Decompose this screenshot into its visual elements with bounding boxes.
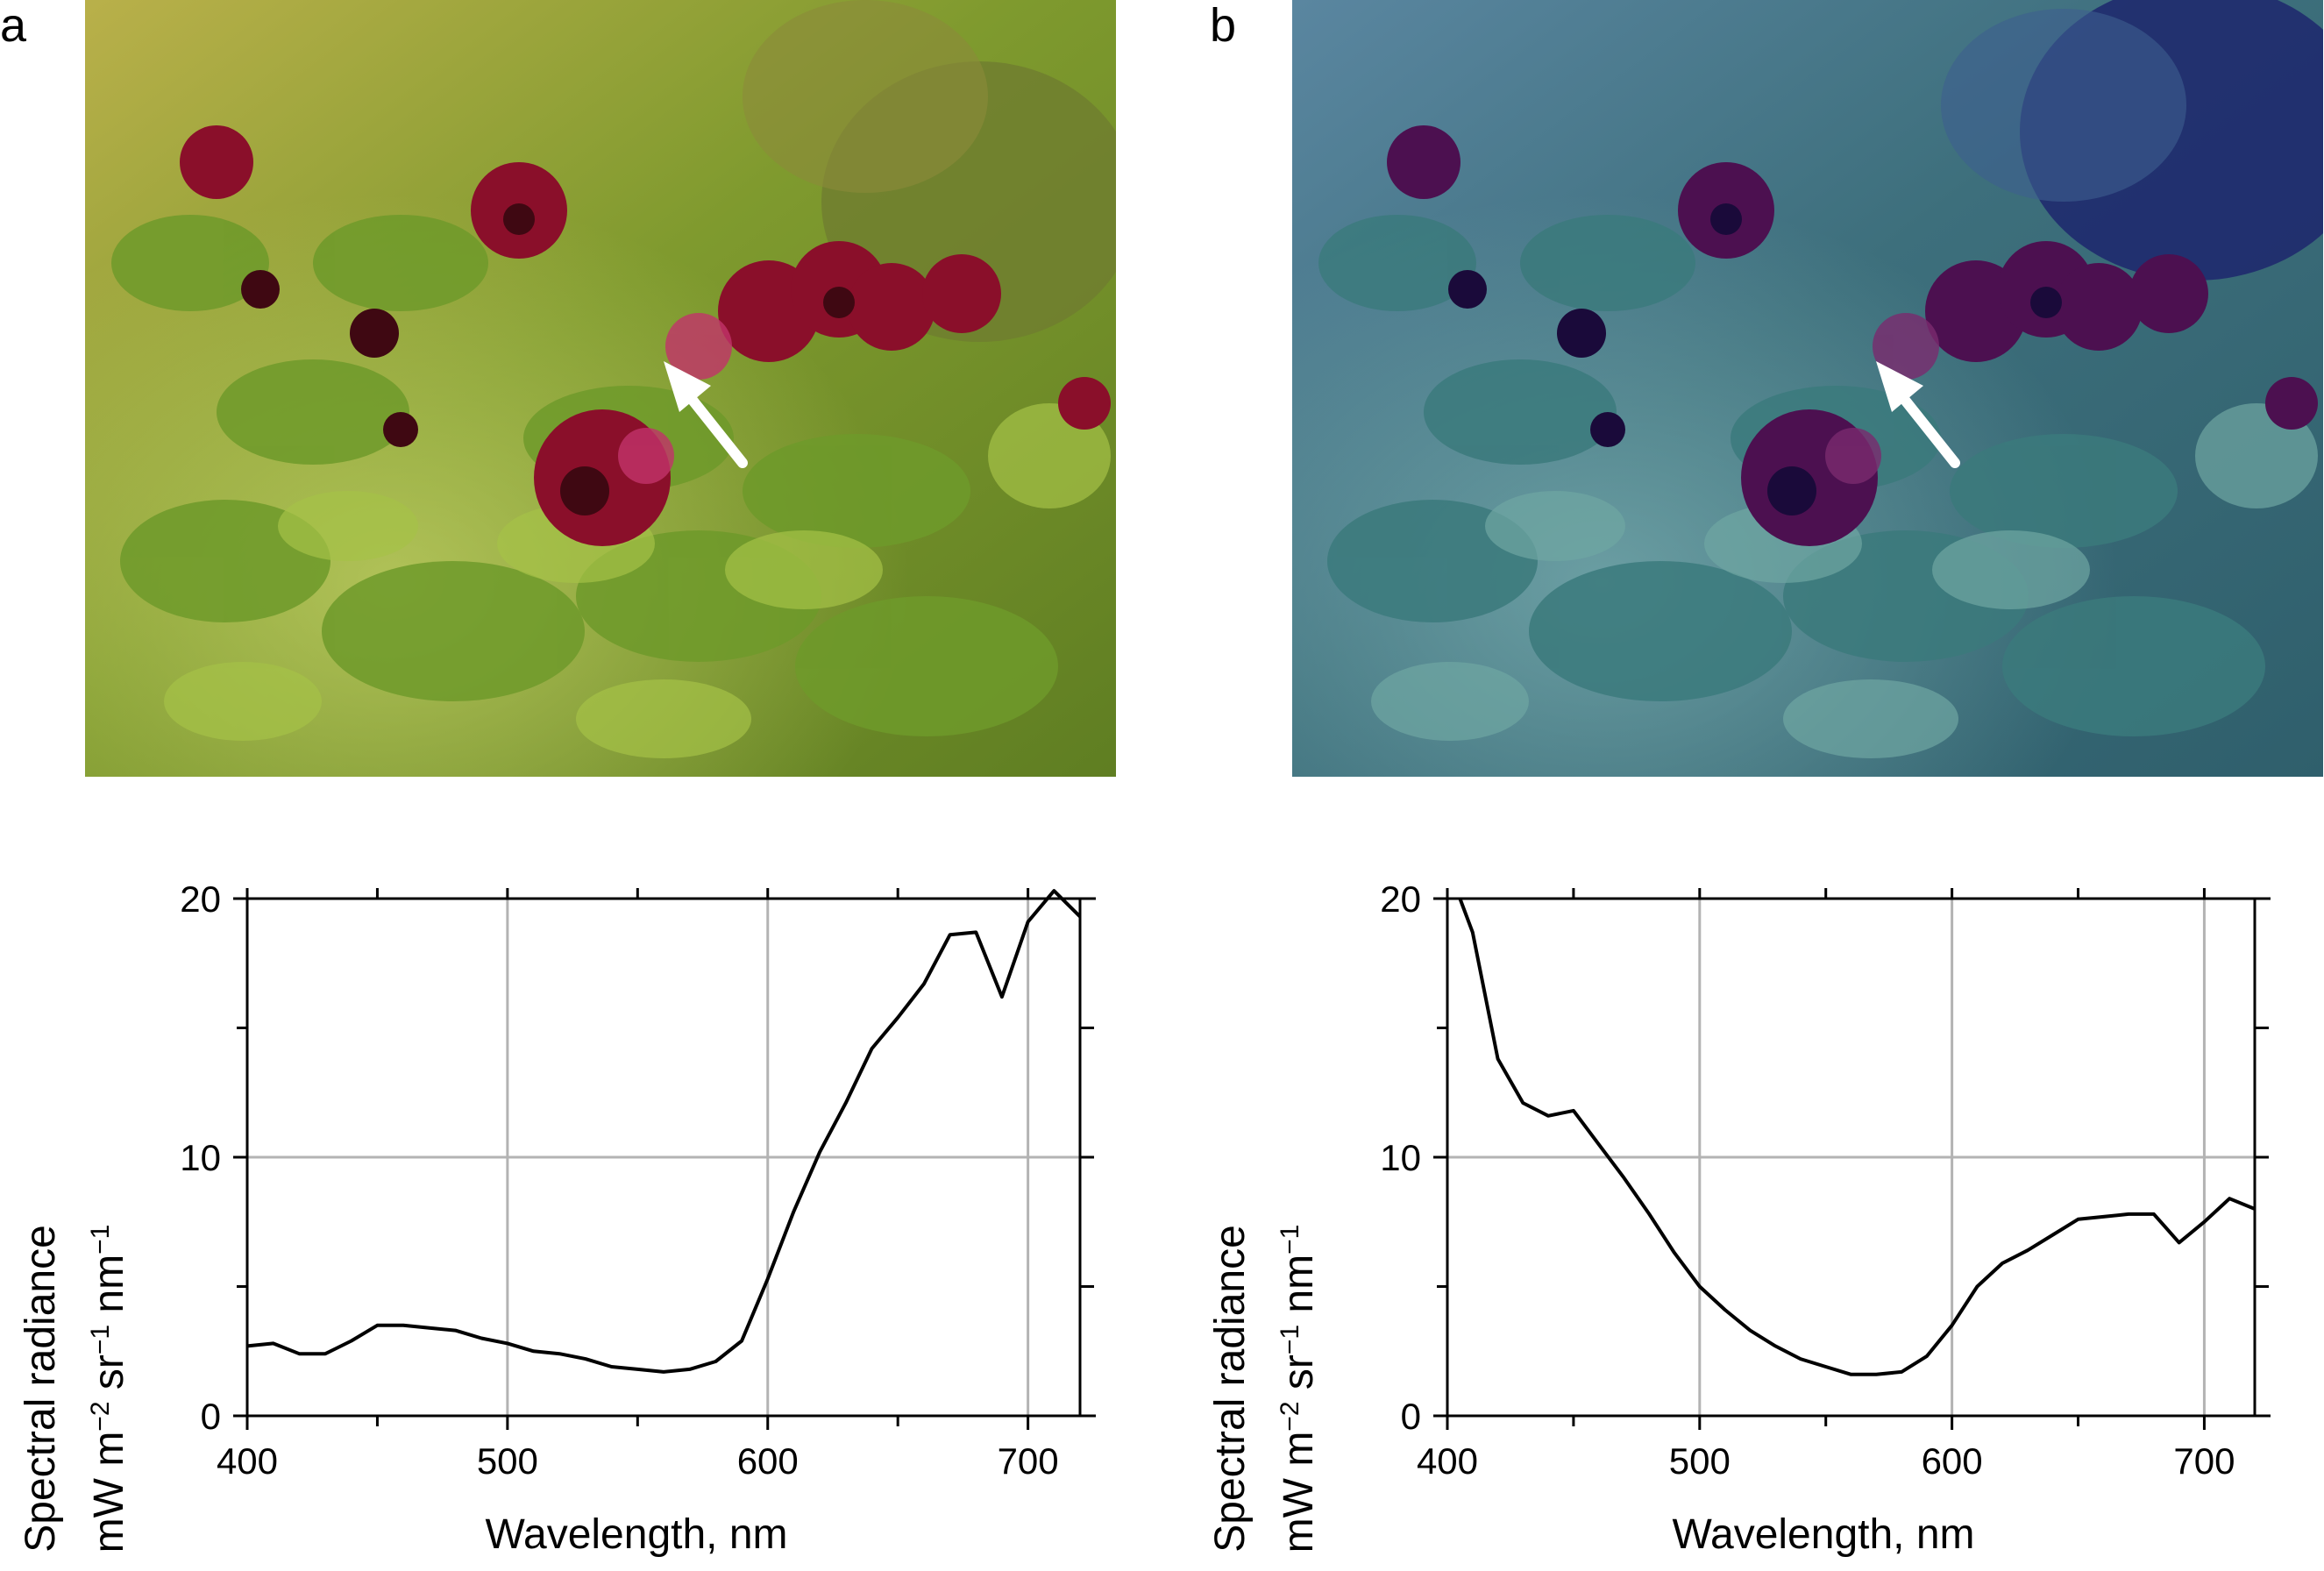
chart-a-xlabel: Wavelength, nm: [485, 1511, 787, 1558]
panel-letter-b: b: [1210, 0, 1237, 52]
chart-b-xtick-label-600: 600: [1922, 1440, 1983, 1482]
chart-b-series: [1458, 898, 2256, 1376]
chart-b-ticks: 400 500 600 700 0 10 20: [1380, 878, 2269, 1482]
white-arrow-icon: [664, 361, 748, 468]
chart-b-xlabel: Wavelength, nm: [1672, 1511, 1974, 1558]
chart-a: 400 500 600 700 0 10 20 Spectral radiance mW m…: [0, 842, 1162, 1571]
white-arrow-icon: [1876, 361, 1960, 468]
chart-a-xtick-label-600: 600: [737, 1440, 799, 1482]
chart-b-ytick-label-20: 20: [1380, 878, 1421, 920]
chart-a-series: [246, 889, 1082, 1374]
chart-a-xtick-label-400: 400: [217, 1440, 278, 1482]
chart-a-ytick-label-10: 10: [180, 1137, 221, 1178]
chart-a-line: [246, 889, 1082, 1374]
chart-b: 400 500 600 700 0 10 20 Spectral radiance mW m…: [1200, 842, 2324, 1571]
chart-a-ytick-label-20: 20: [180, 878, 221, 920]
chart-b-ylabel-line2: mW m−2 sr−1 nm−1: [1276, 1225, 1323, 1553]
photo-flowers-blue-cast: [1292, 0, 2323, 777]
chart-b-line: [1458, 898, 2256, 1376]
chart-b-ylabel-line1: Spectral radiance: [1207, 1225, 1254, 1553]
photo-flowers-natural: [85, 0, 1116, 777]
panel-letter-a: a: [0, 0, 27, 52]
chart-b-xtick-label-400: 400: [1417, 1440, 1478, 1482]
chart-a-svg: 400 500 600 700 0 10 20 Spectral radiance mW m…: [18, 878, 1096, 1558]
chart-a-xtick-label-500: 500: [477, 1440, 538, 1482]
chart-a-grid: [247, 899, 1080, 1416]
chart-b-grid: [1447, 899, 2255, 1416]
chart-b-svg: 400 500 600 700 0 10 20 Spectral radiance mW m…: [1207, 878, 2271, 1558]
chart-b-xtick-label-500: 500: [1669, 1440, 1731, 1482]
chart-a-xtick-label-700: 700: [998, 1440, 1059, 1482]
chart-a-ytick-label-0: 0: [201, 1396, 221, 1437]
chart-a-ticks: 400 500 600 700 0 10 20: [180, 878, 1094, 1482]
chart-b-ytick-label-10: 10: [1380, 1137, 1421, 1178]
chart-b-xtick-label-700: 700: [2173, 1440, 2235, 1482]
chart-b-ytick-label-0: 0: [1401, 1396, 1421, 1437]
chart-a-ylabel-line2: mW m−2 sr−1 nm−1: [86, 1225, 133, 1553]
chart-a-ylabel-line1: Spectral radiance: [18, 1225, 64, 1553]
